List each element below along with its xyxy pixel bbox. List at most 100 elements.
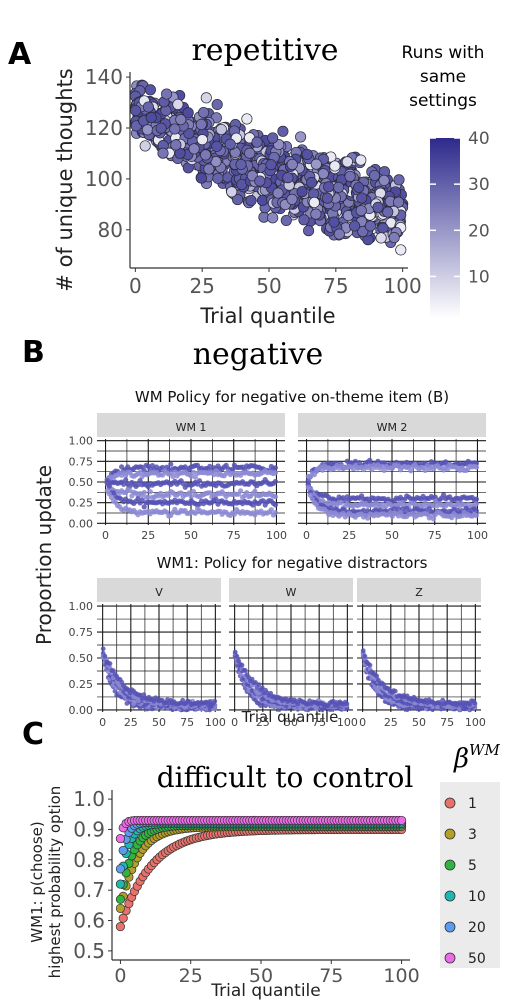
thought-point xyxy=(200,149,212,161)
thought-point xyxy=(280,214,292,226)
series-point-20 xyxy=(115,864,125,874)
thought-point xyxy=(277,125,289,137)
thought-point xyxy=(241,113,253,125)
legend-key-1 xyxy=(444,797,456,809)
series-point-10 xyxy=(115,879,125,889)
policy-point xyxy=(207,490,213,496)
thought-point xyxy=(130,104,142,117)
legend-label-3: 3 xyxy=(468,827,477,843)
thought-point xyxy=(286,158,298,170)
thought-point xyxy=(235,158,247,171)
thought-point xyxy=(212,172,224,184)
facet-y-tick-label: 0.25 xyxy=(69,497,94,510)
series-point-50 xyxy=(115,834,125,844)
thought-point xyxy=(355,154,367,166)
thought-point xyxy=(175,114,187,126)
c-y-tick-label: 0.7 xyxy=(73,878,105,902)
thought-point xyxy=(244,147,256,159)
c-y-tick-label: 0.9 xyxy=(73,817,105,841)
policy-point xyxy=(238,488,244,494)
legend-tick-label: 40 xyxy=(468,129,490,149)
panel-c-ylabel-line-1: WM1: p(choose) xyxy=(28,821,46,943)
thought-point xyxy=(323,181,335,193)
facet-y-tick-label: 0.00 xyxy=(69,517,94,530)
distractor-point xyxy=(212,698,218,704)
thought-point xyxy=(298,214,310,226)
legend-label-1: 1 xyxy=(468,796,477,812)
panel-c-letter: C xyxy=(22,717,44,752)
thought-point xyxy=(301,148,313,160)
panel-c-ylabel-line-2: highest probability option xyxy=(46,786,64,979)
policy-point xyxy=(106,483,112,489)
distractor-point xyxy=(360,648,366,654)
facet-x-tick-label: 100 xyxy=(467,529,488,542)
thought-point xyxy=(265,159,277,171)
a-y-tick-label: 80 xyxy=(98,218,123,242)
facet-y-tick-label: 0.75 xyxy=(69,626,94,639)
thought-point xyxy=(388,232,400,244)
policy-point xyxy=(473,496,479,502)
panel-b-letter: B xyxy=(22,335,45,370)
panel-c-title: difficult to control xyxy=(157,761,414,794)
policy-point xyxy=(338,500,344,506)
policy-point xyxy=(168,461,174,467)
panel-a-legend: Runs with same settings 40 30 20 10 xyxy=(402,43,490,318)
distractor-point xyxy=(362,653,368,659)
distractor-point xyxy=(107,661,113,666)
policy-point xyxy=(170,473,176,480)
facet-x-tick-label: 25 xyxy=(141,529,155,542)
policy-point xyxy=(213,468,219,474)
thought-point xyxy=(310,158,322,170)
thought-point xyxy=(254,175,266,187)
facet-x-tick-label: 100 xyxy=(465,716,486,729)
thought-point xyxy=(357,225,369,238)
c-x-tick-label: 50 xyxy=(249,965,273,987)
facet-y-tick-label: 1.00 xyxy=(69,435,94,448)
distractor-point xyxy=(100,646,106,652)
legend-label-5: 5 xyxy=(468,858,477,874)
legend-key-20 xyxy=(444,921,456,933)
policy-point xyxy=(473,512,479,519)
policy-point xyxy=(145,494,151,500)
thought-point xyxy=(272,187,284,199)
policy-point xyxy=(119,464,125,470)
facet-x-tick-label: 25 xyxy=(342,529,356,542)
thought-point xyxy=(344,170,356,182)
a-y-tick-label: 140 xyxy=(85,65,123,89)
thought-point xyxy=(139,140,151,152)
panel-a-letter: A xyxy=(8,37,32,72)
thought-point xyxy=(182,107,194,119)
thought-point xyxy=(393,174,405,186)
facet-strip-label: WM 1 xyxy=(176,421,207,434)
facet-x-tick-label: 50 xyxy=(385,529,399,542)
panel-a: A repetitive # of unique thoughts Trial … xyxy=(8,33,490,328)
thought-point xyxy=(267,132,279,144)
thought-point xyxy=(196,134,208,146)
thought-point xyxy=(341,156,353,168)
a-x-tick-label: 25 xyxy=(189,274,214,298)
thought-point xyxy=(215,123,227,136)
facet-x-tick-label: 0 xyxy=(303,529,310,542)
c-x-tick-label: 100 xyxy=(383,965,419,987)
thought-point xyxy=(282,172,294,184)
policy-point xyxy=(121,481,127,487)
series-point-50 xyxy=(397,815,407,825)
c-y-tick-label: 0.6 xyxy=(73,909,105,933)
facet-x-tick-label: 25 xyxy=(384,716,398,729)
a-y-tick-label: 100 xyxy=(85,167,123,191)
thought-point xyxy=(183,127,195,140)
distractor-point xyxy=(344,701,350,707)
thought-point xyxy=(364,220,376,232)
policy-point xyxy=(137,469,143,475)
policy-point xyxy=(190,469,196,475)
facet-x-tick-label: 0 xyxy=(102,529,109,542)
facet-y-tick-label: 0.75 xyxy=(69,455,94,468)
facet-strip-label: V xyxy=(155,586,163,599)
policy-point xyxy=(196,478,203,484)
thought-point xyxy=(378,174,390,186)
thought-point xyxy=(198,106,210,119)
policy-point xyxy=(305,485,311,491)
facet-y-tick-label: 0.50 xyxy=(69,476,94,489)
policy-point xyxy=(272,478,278,485)
panel-b-ylabel: Proportion update xyxy=(32,465,56,645)
